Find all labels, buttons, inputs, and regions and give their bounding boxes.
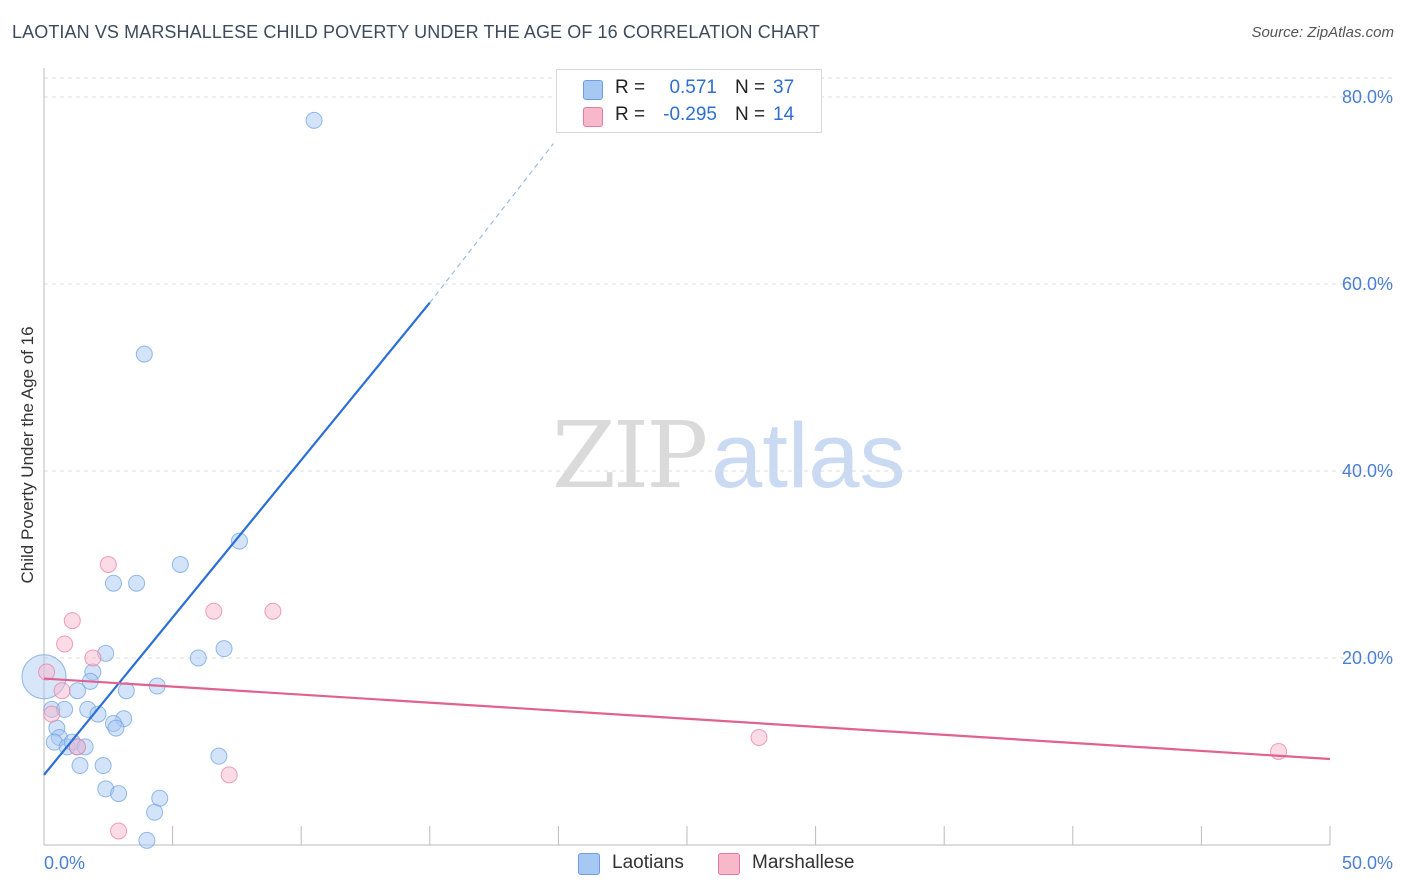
zipatlas-watermark: ZIPatlas: [552, 402, 906, 509]
marshallese-point: [68, 738, 86, 756]
laotians-point: [230, 532, 248, 550]
marshallese-point: [56, 635, 74, 653]
laotians-point: [210, 747, 228, 765]
marshallese-point: [99, 556, 117, 573]
marshallese-point: [38, 663, 56, 681]
watermark-zip: ZIP: [552, 402, 708, 509]
legend-row-laotians: R = 0.571 N = 37: [557, 75, 821, 101]
y-tick-label: 40.0%: [1342, 461, 1393, 481]
laotians-point: [146, 803, 164, 821]
laotians-point: [305, 111, 323, 129]
y-tick-label: 60.0%: [1342, 274, 1393, 294]
marshallese-point: [220, 766, 238, 784]
marshallese-trend-line: [43, 677, 1331, 761]
correlation-legend: R = 0.571 N = 37 R = -0.295 N = 14: [556, 69, 822, 133]
laotians-point: [68, 682, 86, 700]
laotians-point: [128, 574, 146, 592]
marshallese-point: [84, 649, 102, 667]
laotians-point: [89, 705, 107, 723]
series-legend: Laotians Marshallese: [0, 852, 1406, 878]
legend-row-marshallese: R = -0.295 N = 14: [557, 102, 821, 128]
x-tick-label: 0.0%: [44, 853, 85, 873]
laotians-swatch: [583, 80, 603, 100]
marshallese-legend-swatch: [718, 853, 740, 875]
laotians-point: [215, 640, 233, 658]
laotians-trend-extension: [429, 143, 554, 304]
laotians-trend-line: [43, 302, 431, 776]
r-label: R =: [615, 104, 646, 125]
marshallese-point: [43, 705, 61, 723]
source-label: Source: ZipAtlas.com: [1251, 24, 1394, 41]
r-value: -0.295: [663, 104, 717, 125]
laotians-point: [107, 719, 125, 737]
y-tick-label: 20.0%: [1342, 648, 1393, 668]
laotians-point: [171, 556, 189, 573]
marshallese-point: [750, 728, 768, 746]
chart-title: LAOTIAN VS MARSHALLESE CHILD POVERTY UND…: [12, 22, 820, 42]
laotians-point: [71, 757, 89, 775]
marshallese-point: [264, 602, 282, 620]
n-value: 14: [773, 104, 795, 125]
marshallese-point: [110, 822, 128, 840]
marshallese-point: [53, 682, 71, 700]
laotians-point: [94, 757, 112, 775]
n-label: N =: [735, 77, 766, 98]
laotians-point: [104, 574, 122, 592]
laotians-legend-label: Laotians: [612, 852, 684, 873]
marshallese-legend-label: Marshallese: [752, 852, 855, 873]
y-tick-label: 80.0%: [1342, 87, 1393, 107]
n-value: 37: [773, 77, 795, 98]
marshallese-point: [63, 612, 81, 630]
laotians-point: [189, 649, 207, 667]
x-tick-label: 50.0%: [1342, 853, 1393, 873]
watermark-atlas: atlas: [711, 405, 906, 507]
marshallese-point: [205, 602, 223, 620]
n-label: N =: [735, 104, 766, 125]
marshallese-swatch: [583, 107, 603, 127]
laotians-point: [138, 831, 156, 849]
r-value: 0.571: [669, 77, 717, 98]
laotians-point: [110, 785, 128, 803]
r-label: R =: [615, 77, 646, 98]
laotians-point: [135, 345, 153, 363]
laotians-legend-swatch: [578, 853, 600, 875]
